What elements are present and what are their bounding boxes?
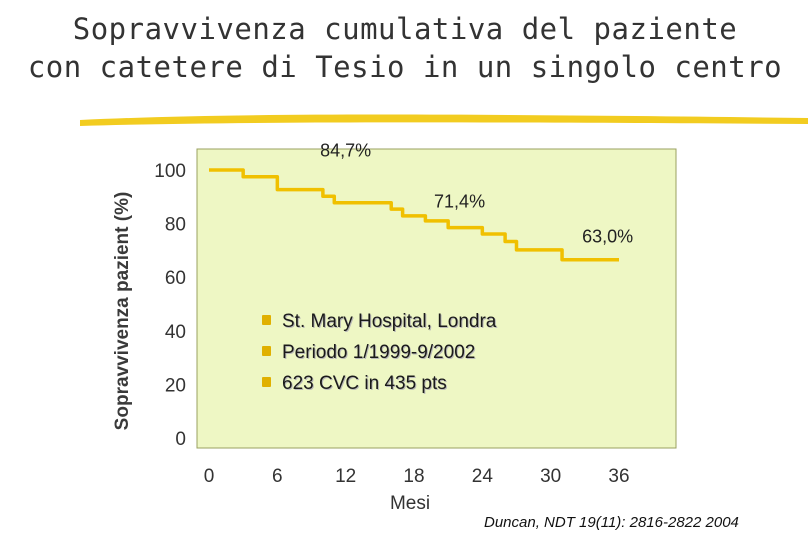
y-tick-label: 80: [165, 215, 186, 236]
y-tick-label: 40: [165, 322, 186, 343]
y-tick-label: 100: [154, 161, 186, 182]
info-bullet-text: Periodo 1/1999-9/2002: [282, 342, 476, 363]
annotation-label: 84,7%: [320, 141, 371, 161]
x-tick-label: 12: [335, 466, 356, 487]
x-tick-label: 36: [608, 466, 629, 487]
x-tick-label: 6: [272, 466, 283, 487]
info-bullet-text: 623 CVC in 435 pts: [282, 373, 447, 394]
title-underline: [80, 114, 808, 126]
y-tick-label: 20: [165, 375, 186, 396]
annotation-label: 71,4%: [434, 192, 485, 212]
info-bullet-hospital: St. Mary Hospital, Londra: [262, 306, 496, 337]
x-tick-label: 0: [204, 466, 215, 487]
bullet-square-icon: [262, 346, 271, 356]
info-bullet-text: St. Mary Hospital, Londra: [282, 311, 497, 332]
bullet-square-icon: [262, 315, 271, 325]
x-tick-label: 30: [540, 466, 561, 487]
title-line-1: Sopravvivenza cumulativa del paziente: [72, 12, 738, 46]
survival-curve: [209, 168, 619, 262]
info-bullet-period: Periodo 1/1999-9/2002: [262, 337, 496, 368]
y-tick-label: 0: [175, 429, 186, 450]
plot-area: [196, 148, 677, 449]
title-line-2: con catetere di Tesio in un singolo cent…: [27, 50, 783, 84]
study-info-list: St. Mary Hospital, Londra Periodo 1/1999…: [262, 306, 496, 399]
annotation-label: 63,0%: [582, 226, 633, 246]
y-axis-label: Sopravvivenza pazient (%): [112, 192, 133, 431]
bullet-square-icon: [262, 377, 271, 387]
y-tick-label: 60: [165, 268, 186, 289]
x-tick-label: 24: [472, 466, 494, 487]
page-title: Sopravvivenza cumulativa del paziente co…: [0, 10, 810, 86]
x-axis-label: Mesi: [390, 493, 430, 514]
info-bullet-cases: 623 CVC in 435 pts: [262, 368, 496, 399]
citation: Duncan, NDT 19(11): 2816-2822 2004: [484, 514, 739, 531]
x-tick-label: 18: [403, 466, 424, 487]
